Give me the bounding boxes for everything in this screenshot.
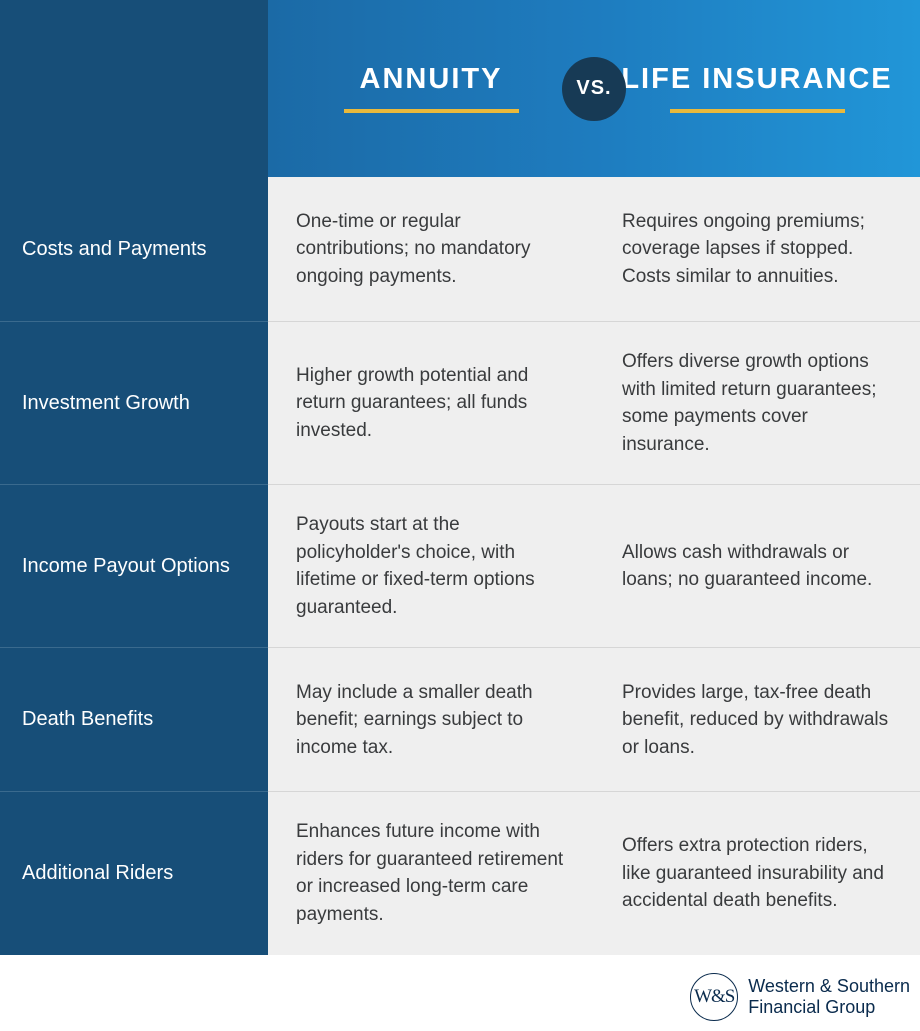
- row-label: Death Benefits: [0, 647, 268, 791]
- row-label: Investment Growth: [0, 321, 268, 484]
- brand-logo-text: Western & Southern Financial Group: [748, 976, 910, 1017]
- header-life: VS. LIFE INSURANCE: [594, 0, 920, 177]
- cell-life: Provides large, tax-free death benefit, …: [594, 647, 920, 791]
- header-life-underline: [670, 109, 845, 113]
- header-annuity-underline: [344, 109, 519, 113]
- row-label: Income Payout Options: [0, 484, 268, 647]
- brand-line1: Western & Southern: [748, 976, 910, 997]
- comparison-table: ANNUITY VS. LIFE INSURANCE Costs and Pay…: [0, 0, 920, 955]
- footer: W&S Western & Southern Financial Group: [0, 955, 920, 1031]
- cell-annuity: One-time or regular contributions; no ma…: [268, 177, 594, 321]
- cell-annuity: Higher growth potential and return guara…: [268, 321, 594, 484]
- brand-line2: Financial Group: [748, 997, 910, 1018]
- brand-logo-icon: W&S: [690, 973, 738, 1021]
- cell-life: Requires ongoing premiums; coverage laps…: [594, 177, 920, 321]
- cell-annuity: May include a smaller death benefit; ear…: [268, 647, 594, 791]
- header-annuity-title: ANNUITY: [360, 64, 503, 96]
- cell-annuity: Payouts start at the policyholder's choi…: [268, 484, 594, 647]
- header-empty-cell: [0, 0, 268, 177]
- cell-annuity: Enhances future income with riders for g…: [268, 791, 594, 954]
- row-label: Additional Riders: [0, 791, 268, 954]
- cell-life: Offers extra protection riders, like gua…: [594, 791, 920, 954]
- cell-life: Offers diverse growth options with limit…: [594, 321, 920, 484]
- vs-badge: VS.: [562, 57, 626, 121]
- header-life-title: LIFE INSURANCE: [621, 64, 892, 96]
- row-label: Costs and Payments: [0, 177, 268, 321]
- cell-life: Allows cash withdrawals or loans; no gua…: [594, 484, 920, 647]
- header-annuity: ANNUITY: [268, 0, 594, 177]
